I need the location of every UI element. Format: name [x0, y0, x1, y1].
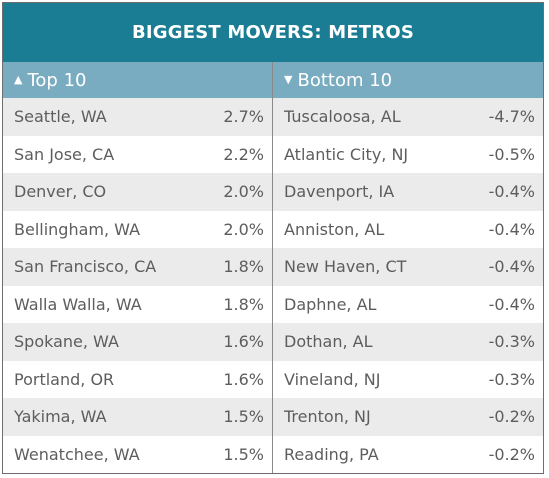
metro-name: Wenatchee, WA: [14, 444, 140, 464]
change-value: -0.3%: [488, 369, 535, 389]
table-row: Walla Walla, WA 1.8%: [3, 285, 272, 323]
bottom-10-header: ▼ Bottom 10: [273, 62, 543, 98]
metro-name: Vineland, NJ: [284, 369, 381, 389]
metro-name: Spokane, WA: [14, 332, 119, 352]
table-columns: ▲ Top 10 Seattle, WA 2.7% San Jose, CA 2.2%…: [3, 62, 543, 473]
metro-name: Tuscaloosa, AL: [284, 107, 401, 127]
change-value: -0.4%: [488, 257, 535, 277]
change-value: 2.0%: [223, 182, 264, 202]
change-value: 1.8%: [223, 294, 264, 314]
table-row: New Haven, CT -0.4%: [273, 248, 543, 286]
table-row: Reading, PA -0.2%: [273, 435, 543, 473]
metro-name: Daphne, AL: [284, 294, 377, 314]
change-value: -0.2%: [488, 407, 535, 427]
caret-up-icon: ▲: [14, 72, 23, 86]
change-value: -0.2%: [488, 444, 535, 464]
table-row: Trenton, NJ -0.2%: [273, 398, 543, 436]
metro-name: Trenton, NJ: [284, 407, 371, 427]
table-row: Daphne, AL -0.4%: [273, 285, 543, 323]
change-value: 2.0%: [223, 219, 264, 239]
change-value: 2.7%: [223, 107, 264, 127]
change-value: 1.6%: [223, 369, 264, 389]
bottom-10-column: ▼ Bottom 10 Tuscaloosa, AL -4.7% Atlantic …: [273, 62, 543, 473]
change-value: 1.6%: [223, 332, 264, 352]
table-row: Bellingham, WA 2.0%: [3, 210, 272, 248]
table-row: Davenport, IA -0.4%: [273, 173, 543, 211]
metro-name: Denver, CO: [14, 182, 107, 202]
change-value: -4.7%: [488, 107, 535, 127]
metro-name: San Jose, CA: [14, 144, 115, 164]
metro-name: Bellingham, WA: [14, 219, 141, 239]
metro-name: Yakima, WA: [14, 407, 107, 427]
metro-name: Anniston, AL: [284, 219, 385, 239]
table-row: Dothan, AL -0.3%: [273, 323, 543, 361]
change-value: 1.5%: [223, 444, 264, 464]
change-value: -0.4%: [488, 182, 535, 202]
table-row: Vineland, NJ -0.3%: [273, 360, 543, 398]
metro-name: Reading, PA: [284, 444, 379, 464]
table-row: Denver, CO 2.0%: [3, 173, 272, 211]
table-row: Anniston, AL -0.4%: [273, 210, 543, 248]
top-10-header: ▲ Top 10: [3, 62, 272, 98]
caret-down-icon: ▼: [284, 72, 293, 86]
table-row: Atlantic City, NJ -0.5%: [273, 135, 543, 173]
table-row: San Francisco, CA 1.8%: [3, 248, 272, 286]
metro-name: Dothan, AL: [284, 332, 373, 352]
change-value: -0.5%: [488, 144, 535, 164]
change-value: -0.4%: [488, 219, 535, 239]
bottom-10-rows: Tuscaloosa, AL -4.7% Atlantic City, NJ -0.5…: [273, 98, 543, 473]
table-row: Tuscaloosa, AL -4.7%: [273, 98, 543, 136]
top-10-column: ▲ Top 10 Seattle, WA 2.7% San Jose, CA 2.2%…: [3, 62, 273, 473]
top-10-label: Top 10: [27, 69, 87, 91]
change-value: 2.2%: [223, 144, 264, 164]
table-row: Portland, OR 1.6%: [3, 360, 272, 398]
change-value: 1.5%: [223, 407, 264, 427]
metro-name: San Francisco, CA: [14, 257, 157, 277]
metro-name: New Haven, CT: [284, 257, 407, 277]
table-row: Wenatchee, WA 1.5%: [3, 435, 272, 473]
metro-name: Portland, OR: [14, 369, 115, 389]
change-value: -0.3%: [488, 332, 535, 352]
metro-name: Davenport, IA: [284, 182, 395, 202]
metro-name: Seattle, WA: [14, 107, 107, 127]
table-row: Seattle, WA 2.7%: [3, 98, 272, 136]
table-row: Spokane, WA 1.6%: [3, 323, 272, 361]
table-title: BIGGEST MOVERS: METROS: [3, 3, 543, 62]
table-row: Yakima, WA 1.5%: [3, 398, 272, 436]
metro-name: Walla Walla, WA: [14, 294, 142, 314]
movers-table: BIGGEST MOVERS: METROS ▲ Top 10 Seattle,…: [2, 2, 544, 474]
change-value: 1.8%: [223, 257, 264, 277]
bottom-10-label: Bottom 10: [297, 69, 393, 91]
metro-name: Atlantic City, NJ: [284, 144, 409, 164]
change-value: -0.4%: [488, 294, 535, 314]
top-10-rows: Seattle, WA 2.7% San Jose, CA 2.2% Denver, C…: [3, 98, 272, 473]
table-row: San Jose, CA 2.2%: [3, 135, 272, 173]
